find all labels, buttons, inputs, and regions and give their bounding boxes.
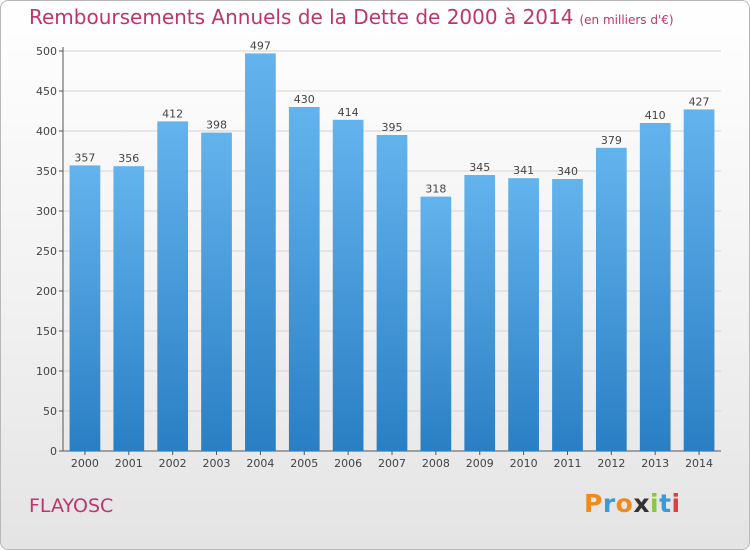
y-tick-label: 400 <box>36 125 57 138</box>
y-tick-label: 0 <box>50 445 57 458</box>
x-tick-label: 2002 <box>159 457 187 470</box>
bar <box>332 119 364 452</box>
logo-letter: i <box>650 489 660 518</box>
x-tick-label: 2008 <box>422 457 450 470</box>
data-label: 341 <box>513 164 534 177</box>
bar <box>552 179 583 451</box>
bar <box>464 175 496 451</box>
x-tick-label: 2013 <box>641 457 669 470</box>
chart-unit: (en milliers d'€) <box>579 13 674 27</box>
x-tick-label: 2006 <box>334 457 362 470</box>
logo-letter: t <box>659 489 672 518</box>
bar <box>420 196 452 451</box>
y-tick-label: 150 <box>36 325 57 338</box>
bar <box>113 166 145 451</box>
city-name: FLAYOSC <box>29 495 114 517</box>
bar <box>683 109 715 452</box>
y-tick-labels: 0 50 100 150 200 250 300 350 400 450 500 <box>36 45 57 458</box>
y-tick-label: 350 <box>36 165 57 178</box>
chart-title: Remboursements Annuels de la Dette de 20… <box>29 5 674 29</box>
data-label: 414 <box>338 106 359 119</box>
x-tick-label: 2012 <box>597 457 625 470</box>
data-label: 410 <box>645 109 666 122</box>
data-label: 340 <box>557 165 578 178</box>
logo-letter: x <box>633 489 650 518</box>
x-tick-label: 2000 <box>71 457 99 470</box>
logo-letter: i <box>671 489 681 518</box>
x-tick-label: 2010 <box>510 457 538 470</box>
data-label: 430 <box>294 93 315 106</box>
data-labels: 357 356 412 398 497 430 414 395 318 345 341 340 379 4… <box>74 39 709 195</box>
x-tick-label: 2003 <box>203 457 231 470</box>
bar <box>508 178 539 451</box>
y-tick-label: 50 <box>43 405 57 418</box>
data-label: 379 <box>601 134 622 147</box>
data-label: 318 <box>425 183 446 196</box>
logo-letter: P <box>584 489 603 518</box>
logo-letter: o <box>615 489 634 518</box>
y-tick-label: 200 <box>36 285 57 298</box>
logo-letter: r <box>602 489 616 518</box>
chart-title-text: Remboursements Annuels de la Dette de 20… <box>29 5 574 29</box>
y-tick-label: 450 <box>36 85 57 98</box>
data-label: 357 <box>74 151 95 164</box>
bar <box>595 147 627 452</box>
y-tick-label: 100 <box>36 365 57 378</box>
x-tick-label: 2009 <box>466 457 494 470</box>
data-label: 427 <box>689 95 710 108</box>
data-label: 497 <box>250 39 271 52</box>
data-label: 356 <box>118 152 139 165</box>
x-tick-label: 2004 <box>246 457 274 470</box>
bar <box>639 123 671 451</box>
bars <box>69 53 715 452</box>
x-tick-labels: 2000 2001 2002 2003 2004 2005 2006 2007 2008 2009… <box>71 457 713 470</box>
y-tick-label: 300 <box>36 205 57 218</box>
x-tick-label: 2001 <box>115 457 143 470</box>
bar <box>201 132 232 451</box>
y-tick-label: 250 <box>36 245 57 258</box>
data-label: 395 <box>382 121 403 134</box>
bar <box>376 135 408 451</box>
data-label: 412 <box>162 107 183 120</box>
bar <box>69 165 101 451</box>
x-tick-label: 2014 <box>685 457 713 470</box>
y-tick-label: 500 <box>36 45 57 58</box>
data-label: 345 <box>469 161 490 174</box>
bar <box>288 107 320 451</box>
bar <box>157 121 189 452</box>
data-label: 398 <box>206 119 227 132</box>
x-tick-label: 2005 <box>290 457 318 470</box>
bar <box>245 53 276 452</box>
x-tick-label: 2011 <box>553 457 581 470</box>
proxiti-logo: Proxiti <box>584 489 681 518</box>
x-tick-label: 2007 <box>378 457 406 470</box>
